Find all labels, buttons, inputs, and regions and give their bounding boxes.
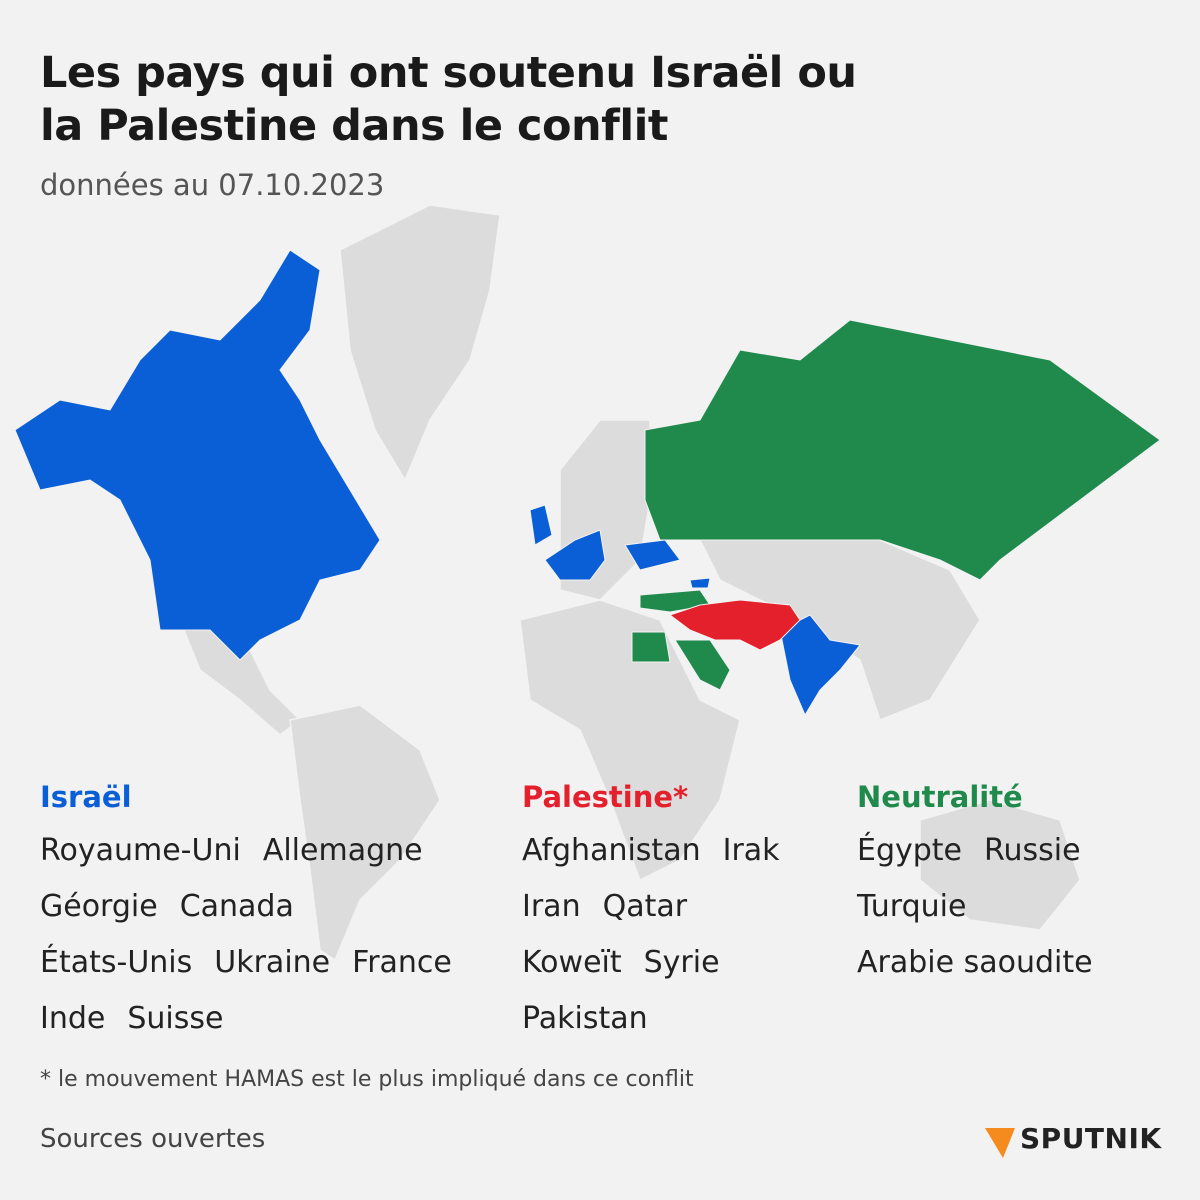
country: Arabie saoudite xyxy=(857,945,1093,980)
canada-usa xyxy=(14,249,381,661)
subtitle: données au 07.10.2023 xyxy=(40,168,385,202)
footnote: * le mouvement HAMAS est le plus impliqu… xyxy=(40,1067,694,1092)
country: Russie xyxy=(984,833,1081,868)
country: Suisse xyxy=(127,1001,224,1036)
country-row: Koweït Syrie xyxy=(522,945,742,980)
saudi-arabia xyxy=(674,639,731,691)
country: Afghanistan xyxy=(522,833,701,868)
title-line: la Palestine dans le conflit xyxy=(40,101,668,151)
country: Pakistan xyxy=(522,1001,648,1036)
group-heading: Neutralité xyxy=(857,780,1023,814)
india xyxy=(779,614,861,717)
title-line: Les pays qui ont soutenu Israël ou xyxy=(40,48,857,98)
country-row: Afghanistan Irak xyxy=(522,833,802,868)
country: Égypte xyxy=(857,833,963,868)
uk xyxy=(529,504,553,546)
country-row: Turquie xyxy=(857,889,988,924)
country: Géorgie xyxy=(40,889,158,924)
country-row: Royaume-Uni Allemagne xyxy=(40,833,445,868)
south-america xyxy=(289,704,441,962)
country: Qatar xyxy=(602,889,688,924)
country: Iran xyxy=(522,889,581,924)
country-row: Arabie saoudite xyxy=(857,945,1115,980)
country: Inde xyxy=(40,1001,106,1036)
france-germany-switzerland xyxy=(544,529,606,581)
ukraine xyxy=(624,539,681,571)
country: Koweït xyxy=(522,945,622,980)
country: États-Unis xyxy=(40,945,193,980)
country: Irak xyxy=(722,833,780,868)
source: Sources ouvertes xyxy=(40,1124,266,1154)
country: Royaume-Uni xyxy=(40,833,241,868)
country-row: Pakistan xyxy=(522,1001,670,1036)
africa xyxy=(519,599,741,882)
country: Syrie xyxy=(643,945,720,980)
country: Allemagne xyxy=(262,833,423,868)
country: Canada xyxy=(179,889,294,924)
country-row: Géorgie Canada xyxy=(40,889,316,924)
australia xyxy=(919,799,1081,931)
country-row: Inde Suisse xyxy=(40,1001,245,1036)
country-row: Égypte Russie xyxy=(857,833,1103,868)
georgia xyxy=(689,577,711,589)
greenland xyxy=(339,204,501,482)
egypt xyxy=(631,631,671,663)
logo-icon xyxy=(985,1128,1015,1158)
country-row: Iran Qatar xyxy=(522,889,709,924)
country: Turquie xyxy=(857,889,967,924)
logo: SPUTNIK xyxy=(1020,1122,1162,1155)
country: Ukraine xyxy=(214,945,331,980)
group-heading: Palestine* xyxy=(522,780,689,814)
country: France xyxy=(352,945,452,980)
group-heading: Israël xyxy=(40,780,132,814)
palestine-supporters xyxy=(668,599,801,651)
russia xyxy=(644,319,1161,581)
country-row: États-Unis Ukraine France xyxy=(40,945,474,980)
